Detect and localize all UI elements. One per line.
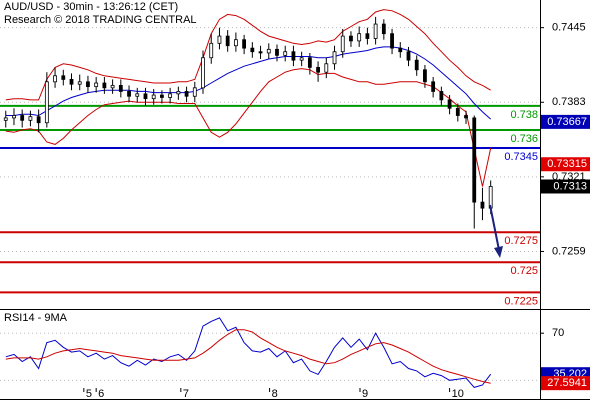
candle-body: [275, 48, 279, 56]
candle-body: [53, 75, 57, 83]
candle-body: [225, 35, 230, 47]
candle-body: [127, 91, 131, 97]
x-tick-label: 5: [86, 388, 92, 400]
rsi-title: RSI14 - 9MA: [4, 312, 68, 324]
series-line: [5, 68, 492, 187]
candle-body: [414, 59, 419, 71]
series-line: [5, 329, 491, 384]
candle-body: [201, 57, 205, 89]
candle-body: [357, 33, 362, 42]
y-tick-label: 0.7259: [552, 245, 586, 257]
candle-body: [110, 85, 115, 89]
candle-body: [373, 23, 378, 39]
candle-body: [406, 51, 411, 61]
price-marker-box: [541, 157, 590, 172]
level-label: 0.7225: [504, 295, 538, 307]
forecast-arrow-head: [494, 246, 503, 258]
price-marker-box: [541, 376, 590, 391]
candle-body: [307, 57, 312, 68]
candle-body: [316, 66, 320, 73]
series-line: [5, 9, 491, 101]
series-line: [5, 46, 492, 120]
candle-body: [143, 93, 148, 100]
candle-body: [209, 42, 214, 59]
candle-body: [390, 33, 394, 49]
candle-body: [36, 116, 41, 124]
candle-body: [283, 51, 288, 56]
candle-body: [447, 99, 452, 109]
price-marker-box: [541, 114, 590, 129]
candle-body: [266, 48, 271, 54]
level-label: 0.736: [510, 133, 538, 145]
candle-body: [12, 115, 16, 119]
candle-body: [233, 39, 238, 47]
x-tick-label: 7: [183, 388, 189, 400]
y-tick-label: 0.7383: [552, 96, 586, 108]
candle-body: [365, 33, 370, 39]
candle-body: [168, 93, 173, 98]
chart-subtitle: Research © 2018 TRADING CENTRAL: [4, 14, 197, 26]
candle-body: [349, 35, 353, 42]
candle-body: [258, 51, 263, 54]
candle-body: [472, 117, 477, 203]
candle-body: [439, 91, 444, 101]
series-line: [5, 317, 492, 388]
price-marker-label: 0.73315: [547, 158, 587, 170]
x-tick-label: 9: [362, 388, 368, 400]
level-label: 0.725: [510, 265, 538, 277]
candle-body: [176, 91, 181, 95]
candle-body: [217, 35, 222, 44]
candle-body: [332, 51, 337, 65]
y-tick-label: 70: [552, 327, 564, 339]
candle-body: [464, 115, 468, 119]
candle-body: [340, 35, 345, 53]
x-tick-label: 6: [98, 388, 104, 400]
candle-body: [431, 81, 436, 92]
candle-body: [118, 85, 123, 92]
candle-body: [324, 63, 329, 73]
candle-body: [160, 94, 164, 98]
level-label: 0.7345: [504, 151, 538, 163]
candle-body: [69, 79, 74, 85]
candle-body: [135, 93, 140, 97]
candle-body: [480, 201, 485, 209]
marks: 0.74450.73830.73210.72590.7380.7360.7345…: [0, 9, 590, 400]
candle-body: [192, 87, 197, 97]
y-tick-label: 0.7445: [552, 22, 586, 34]
level-label: 0.738: [510, 109, 538, 121]
candle-body: [20, 115, 25, 121]
forecast-arrow: [489, 204, 500, 251]
candle-body: [423, 69, 427, 83]
candle-body: [151, 94, 156, 100]
candle-body: [94, 82, 99, 88]
candle-body: [86, 81, 90, 88]
candle-body: [184, 91, 189, 97]
candle-body: [61, 75, 66, 80]
x-tick-label: 10: [452, 388, 464, 400]
candle-body: [242, 39, 247, 49]
candle-body: [3, 117, 8, 121]
candle-body: [291, 51, 296, 61]
price-marker-label: 0.73667: [547, 116, 587, 128]
candle-body: [250, 47, 255, 53]
candle-body: [381, 23, 386, 35]
price-marker-box: [541, 179, 590, 194]
price-marker-label: 0.7313: [553, 180, 587, 192]
chart-title: AUD/USD - 30min - 13:26:12 (CET): [4, 1, 178, 13]
candle-body: [455, 107, 460, 116]
x-tick-label: 8: [272, 388, 278, 400]
candle-body: [28, 116, 33, 121]
candle-body: [398, 47, 403, 53]
candle-body: [299, 57, 304, 61]
candle-body: [44, 81, 49, 124]
candle-body: [77, 81, 82, 85]
level-label: 0.7275: [504, 235, 538, 247]
price-marker-label: 27.5941: [547, 377, 587, 389]
candle-body: [102, 82, 107, 89]
